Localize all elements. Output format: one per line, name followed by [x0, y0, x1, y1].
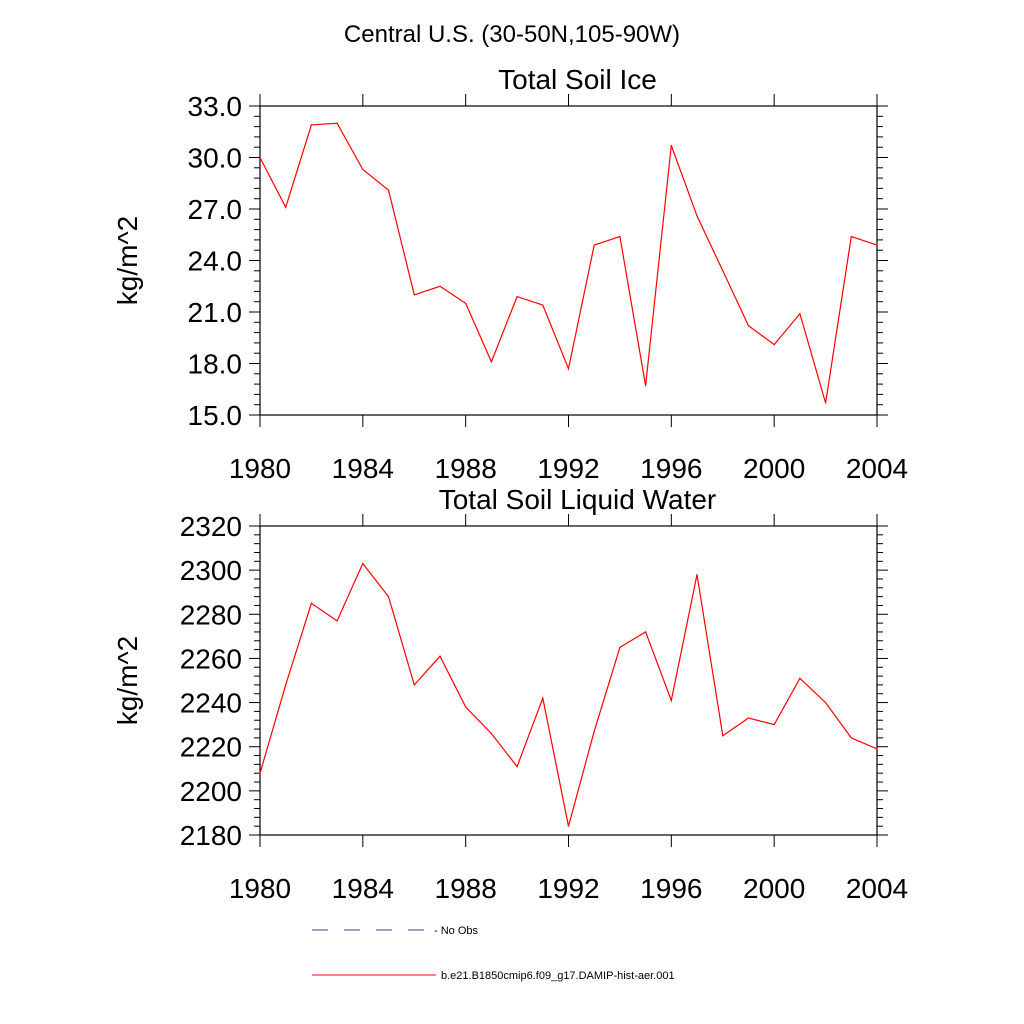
- x-tick-label: 1988: [435, 453, 497, 484]
- x-tick-label: 2004: [846, 453, 908, 484]
- data-point: [387, 189, 390, 191]
- data-point: [696, 573, 698, 576]
- y-tick-label: 2180: [180, 820, 242, 851]
- x-tick-label: 2004: [846, 873, 908, 904]
- data-point: [799, 313, 801, 315]
- y-tick-label: 27.0: [188, 194, 243, 225]
- data-point: [490, 732, 492, 735]
- data-point: [824, 701, 827, 704]
- y-tick-label: 33.0: [188, 91, 243, 122]
- x-tick-label: 1984: [332, 873, 394, 904]
- data-point: [593, 244, 595, 246]
- y-tick-label: 2260: [180, 643, 242, 674]
- x-tick-label: 1980: [229, 873, 291, 904]
- data-point: [336, 620, 338, 622]
- x-tick-label: 2000: [743, 453, 805, 484]
- data-point: [362, 168, 364, 171]
- series-line-1: [259, 562, 878, 827]
- data-point: [747, 717, 750, 719]
- y-tick-label: 2200: [180, 776, 242, 807]
- data-point: [850, 737, 852, 739]
- y-tick-label: 2300: [180, 555, 242, 586]
- data-point: [773, 724, 775, 726]
- data-point: [259, 772, 261, 774]
- data-point: [310, 602, 313, 604]
- data-point: [259, 156, 261, 159]
- data-point: [465, 302, 467, 305]
- legend-item-1: - No Obs: [312, 925, 479, 937]
- x-tick-label: 1996: [640, 873, 702, 904]
- y-tick-label: 2320: [180, 511, 242, 542]
- y-tick-label: 15.0: [188, 400, 243, 431]
- data-point: [593, 730, 595, 732]
- series-line-1: [259, 122, 878, 404]
- data-point: [387, 596, 390, 598]
- plot-frame: [259, 525, 878, 836]
- legend: - No Obs b.e21.B1850cmip6.f09_g17.DAMIP-h…: [312, 925, 675, 982]
- data-point: [876, 244, 878, 246]
- data-point: [465, 706, 467, 708]
- data-point: [439, 655, 441, 657]
- data-point: [413, 684, 415, 686]
- y-tick-label: 18.0: [188, 349, 243, 380]
- data-point: [310, 124, 313, 126]
- chart-panels: Total Soil Ice 15.0 18.0 21.0 24.0 27.0 30.0 33…: [112, 64, 908, 904]
- data-point: [799, 677, 801, 679]
- data-point: [336, 122, 338, 124]
- y-tick-label: 2220: [180, 732, 242, 763]
- x-tick-label: 1992: [537, 453, 599, 484]
- chart-panel-1: Total Soil Ice 15.0 18.0 21.0 24.0 27.0 30.0 33…: [112, 64, 908, 484]
- panel-title: Total Soil Ice: [498, 64, 657, 95]
- x-tick-label: 1996: [640, 453, 702, 484]
- data-point: [439, 285, 441, 287]
- data-point: [285, 206, 287, 208]
- data-point: [747, 325, 750, 327]
- data-point: [722, 270, 724, 272]
- data-point: [670, 144, 672, 147]
- data-point: [542, 304, 544, 306]
- data-point: [670, 699, 672, 701]
- data-point: [362, 562, 364, 565]
- y-tick-label: 2240: [180, 688, 242, 719]
- data-point: [619, 235, 621, 238]
- data-point: [516, 295, 518, 298]
- data-point: [696, 215, 698, 217]
- x-tick-label: 2000: [743, 873, 805, 904]
- x-tick-label: 1984: [332, 453, 394, 484]
- data-point: [773, 344, 775, 346]
- data-point: [285, 684, 287, 686]
- y-tick-label: 2280: [180, 599, 242, 630]
- legend-item-2: b.e21.B1850cmip6.f09_g17.DAMIP-hist-aer.…: [312, 970, 675, 982]
- data-point: [645, 385, 647, 387]
- y-tick-label: 21.0: [188, 297, 243, 328]
- data-point: [824, 402, 827, 404]
- data-point: [722, 735, 724, 737]
- x-tick-label: 1988: [435, 873, 497, 904]
- x-tick-label: 1992: [537, 873, 599, 904]
- data-point: [490, 361, 492, 363]
- data-point: [542, 697, 544, 699]
- y-axis-label: kg/m^2: [112, 636, 143, 725]
- chart-panel-2: Total Soil Liquid Water 2180 2200 2220 2240 2…: [112, 484, 908, 904]
- data-point: [567, 368, 570, 370]
- y-tick-label: 24.0: [188, 246, 243, 277]
- data-point: [619, 646, 621, 648]
- data-point: [567, 825, 570, 827]
- data-point: [850, 235, 852, 238]
- y-axis-label: kg/m^2: [112, 216, 143, 305]
- legend-label: b.e21.B1850cmip6.f09_g17.DAMIP-hist-aer.…: [441, 970, 675, 982]
- data-point: [876, 748, 878, 750]
- y-tick-label: 30.0: [188, 143, 243, 174]
- data-point: [645, 631, 647, 633]
- panel-title: Total Soil Liquid Water: [439, 484, 717, 515]
- data-point: [516, 765, 518, 768]
- legend-label: - No Obs: [434, 925, 479, 937]
- x-tick-label: 1980: [229, 453, 291, 484]
- data-point: [413, 294, 415, 296]
- main-title: Central U.S. (30-50N,105-90W): [344, 21, 680, 48]
